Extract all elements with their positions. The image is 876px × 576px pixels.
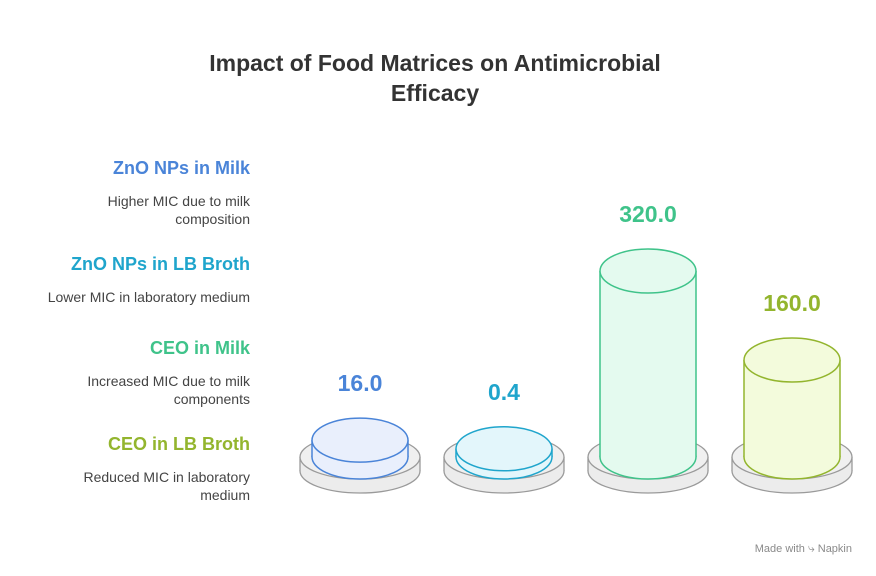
legend-description-line: Higher MIC due to milk <box>107 193 250 209</box>
cylinder-top <box>599 248 697 294</box>
legend-description-line: composition <box>175 211 250 227</box>
cylinder-top <box>743 337 841 383</box>
legend-description: Higher MIC due to milk composition <box>0 192 250 228</box>
legend-description-line: Lower MIC in laboratory medium <box>47 289 250 305</box>
legend-heading: ZnO NPs in LB Broth <box>71 254 250 274</box>
legend-description: Increased MIC due to milk components <box>0 372 250 408</box>
bar-2 <box>443 426 565 494</box>
legend-description-line: medium <box>200 487 250 503</box>
legend-item-ceo-lb: CEO in LB Broth Reduced MIC in laborator… <box>0 433 250 504</box>
bar-3 <box>587 248 709 494</box>
bar-1 <box>299 417 421 494</box>
value-label: 160.0 <box>763 290 821 316</box>
legend-description-line: Increased MIC due to milk <box>87 373 250 389</box>
value-label: 16.0 <box>338 370 383 396</box>
cylinder-top <box>455 426 553 472</box>
value-label: 0.4 <box>488 379 520 405</box>
made-with-text: Made with <box>754 543 805 555</box>
cylinder-body <box>600 271 696 457</box>
legend-item-zno-milk: ZnO NPs in Milk Higher MIC due to milk c… <box>0 157 250 228</box>
legend-heading: ZnO NPs in Milk <box>112 158 250 178</box>
value-label: 320.0 <box>619 201 677 227</box>
napkin-logo-icon: ⤷ <box>807 541 815 555</box>
legend-description-line: components <box>173 391 250 407</box>
legend-item-ceo-milk: CEO in Milk Increased MIC due to milk co… <box>0 337 250 408</box>
title-line-2: Efficacy <box>390 80 480 106</box>
legend-description: Lower MIC in laboratory medium <box>0 288 250 306</box>
brand-text: Napkin <box>817 543 852 555</box>
legend-description-line: Reduced MIC in laboratory <box>83 469 250 485</box>
chart-title: Impact of Food Matrices on Antimicrobial… <box>0 48 870 108</box>
footer-attribution: Made with ⤷ Napkin <box>755 541 852 556</box>
legend-heading: CEO in LB Broth <box>108 434 250 454</box>
legend-heading: CEO in Milk <box>149 338 250 358</box>
bar-4 <box>731 337 853 494</box>
legend-item-zno-lb: ZnO NPs in LB Broth Lower MIC in laborat… <box>0 253 250 306</box>
legend-description: Reduced MIC in laboratory medium <box>0 468 250 504</box>
title-line-1: Impact of Food Matrices on Antimicrobial <box>209 50 661 76</box>
cylinder-top <box>311 417 409 463</box>
